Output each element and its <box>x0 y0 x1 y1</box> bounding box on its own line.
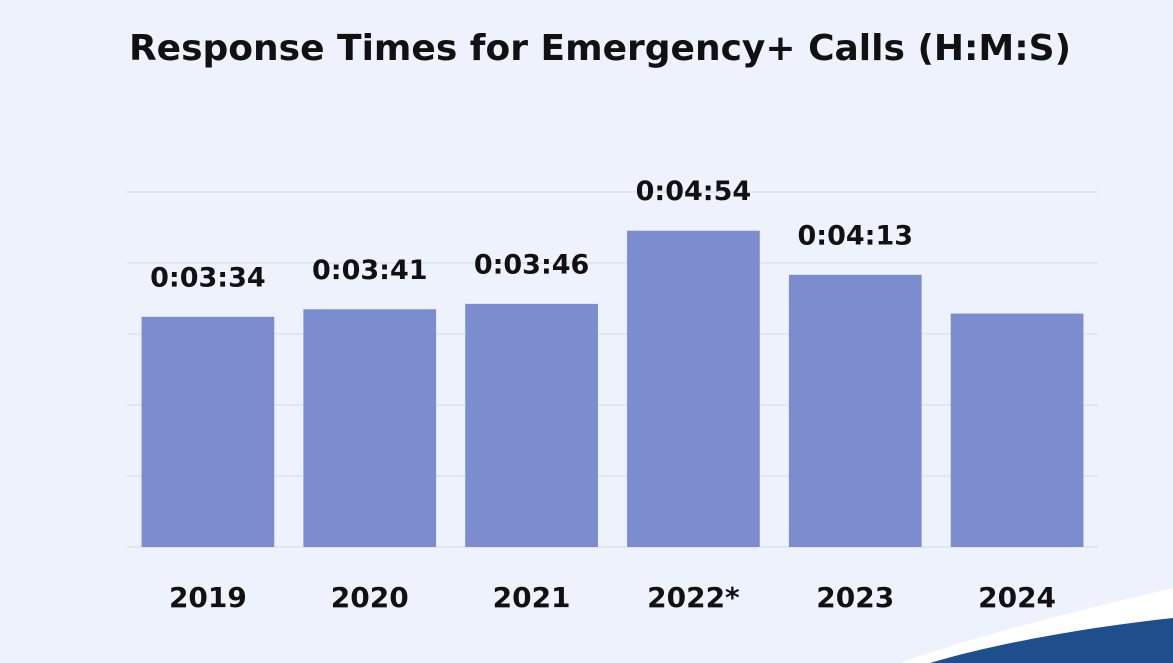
x-tick-label: 2019 <box>169 581 247 614</box>
chart-title: Response Times for Emergency+ Calls (H:M… <box>129 28 1071 69</box>
bar <box>303 309 437 547</box>
x-tick-label: 2024 <box>978 581 1056 614</box>
value-label: 0:03:46 <box>474 249 590 280</box>
value-label: 0:04:54 <box>636 176 752 207</box>
x-tick-label: 2021 <box>493 581 571 614</box>
x-tick-label: 2022* <box>647 581 740 614</box>
value-label: 0:03:41 <box>312 255 428 286</box>
bar <box>627 230 760 547</box>
x-tick-label: 2023 <box>816 581 894 614</box>
decor-wave-dark <box>930 618 1173 663</box>
bar <box>950 313 1084 547</box>
bar <box>141 316 275 547</box>
value-label: 0:04:13 <box>797 220 913 251</box>
x-tick-label: 2020 <box>331 581 409 614</box>
bar <box>465 303 598 547</box>
value-label: 0:03:34 <box>150 262 266 293</box>
bar <box>788 274 922 547</box>
